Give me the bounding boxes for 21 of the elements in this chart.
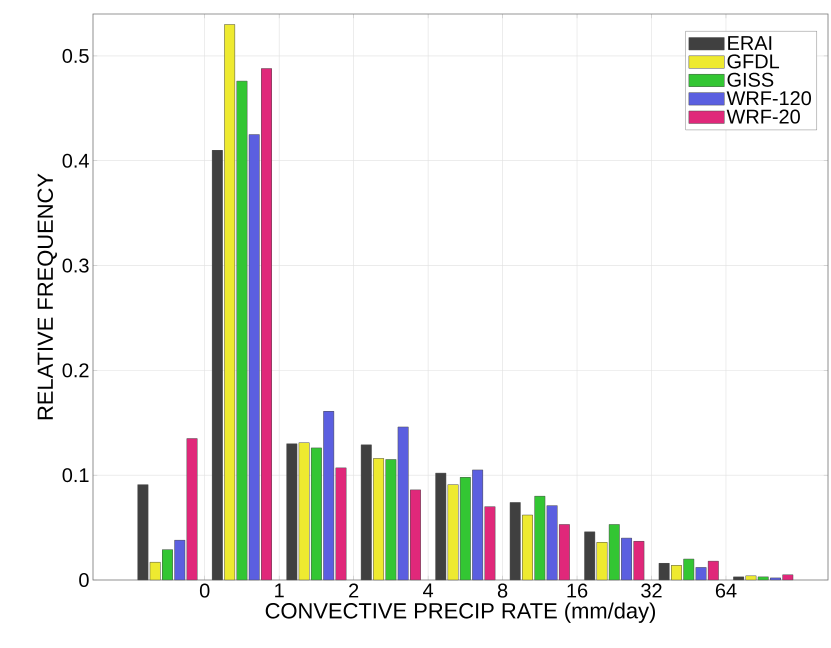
text: 2 xyxy=(349,584,358,598)
legend-label: GISS xyxy=(728,72,774,87)
legend-label: GFDL xyxy=(728,54,780,68)
y-tick-label: 0.4 xyxy=(62,154,89,168)
text: 32 xyxy=(641,584,662,598)
y-tick-label: 0.3 xyxy=(62,258,89,273)
text: 1 xyxy=(275,584,284,598)
y-tick-label: 0 xyxy=(79,572,89,588)
legend-label: WRF-20 xyxy=(726,110,800,124)
y-tick-label: 0.5 xyxy=(62,48,89,63)
text: 8 xyxy=(498,584,508,598)
y-tick-label: 0.2 xyxy=(62,363,88,378)
y-axis-title: RELATIVE FREQUENCY xyxy=(37,173,57,420)
legend-label: ERAI xyxy=(728,36,772,50)
text: 0 xyxy=(200,584,210,598)
text: 16 xyxy=(567,584,588,598)
text: 4 xyxy=(423,584,434,598)
legend-label: WRF-120 xyxy=(726,91,812,106)
x-axis-title: CONVECTIVE PRECIP RATE (mm/day) xyxy=(266,602,655,623)
y-tick-label: 0.1 xyxy=(62,468,89,482)
text: 64 xyxy=(716,584,736,598)
